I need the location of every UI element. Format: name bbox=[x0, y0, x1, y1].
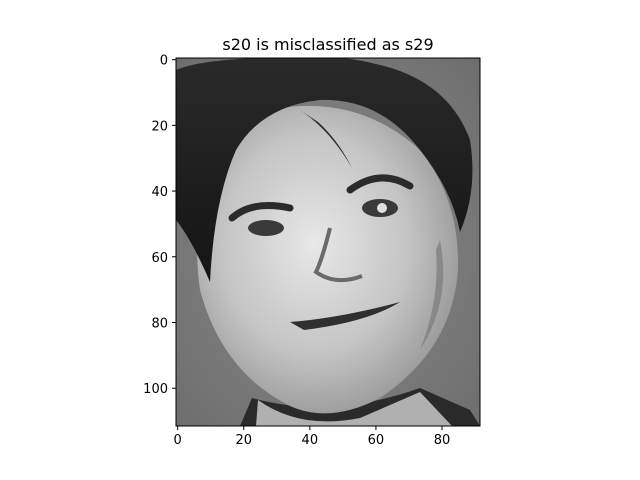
photo-cheek-shadow bbox=[420, 240, 444, 350]
photo-eye-left bbox=[248, 220, 284, 236]
y-tick-label: 80 bbox=[151, 317, 168, 332]
x-tick-label: 80 bbox=[434, 433, 451, 448]
chart-title: s20 is misclassified as s29 bbox=[222, 35, 433, 54]
photo-brow-right bbox=[346, 174, 414, 194]
y-tick-label: 100 bbox=[143, 382, 168, 397]
photo-hair bbox=[176, 58, 473, 282]
photo-nose bbox=[313, 227, 363, 283]
photo-neck bbox=[256, 392, 452, 426]
x-tick-label: 60 bbox=[368, 433, 385, 448]
image-plot bbox=[176, 58, 480, 426]
y-tick-label: 60 bbox=[151, 251, 168, 266]
x-axis: 0 20 40 60 80 bbox=[174, 426, 451, 448]
y-axis: 0 20 40 60 80 100 bbox=[143, 54, 176, 397]
photo-face bbox=[197, 105, 459, 414]
axes-frame bbox=[175, 57, 481, 427]
photo-brow-left bbox=[228, 202, 294, 222]
photo-mouth bbox=[290, 302, 400, 330]
photo-iris-right bbox=[377, 203, 387, 213]
x-tick-label: 0 bbox=[174, 433, 182, 448]
y-tick-label: 40 bbox=[151, 185, 168, 200]
x-tick-label: 40 bbox=[302, 433, 319, 448]
x-tick-label: 20 bbox=[235, 433, 252, 448]
y-tick-label: 20 bbox=[151, 119, 168, 134]
y-tick-label: 0 bbox=[160, 54, 168, 69]
